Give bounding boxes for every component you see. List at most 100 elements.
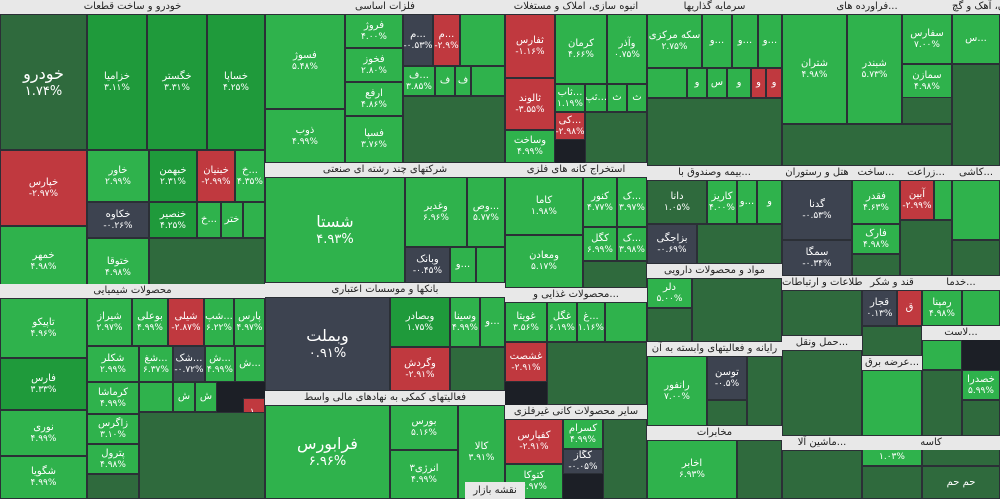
stock-tile[interactable]: شیلی -۲.۸۷% — [168, 298, 204, 346]
stock-tile[interactable]: حم حم — [922, 466, 1000, 499]
sector-title[interactable]: هتل و رستوران — [782, 166, 852, 180]
stock-tile[interactable]: وگردش -۲.۹۱% — [390, 347, 450, 391]
stock-tile[interactable] — [862, 326, 922, 356]
sector-title[interactable]: بانکها و موسسات اعتباری — [265, 283, 505, 297]
stock-tile[interactable]: ذوب ۴.۹۹% — [265, 109, 345, 163]
stock-tile[interactable]: شغ... ۶.۳۷% — [139, 346, 173, 382]
stock-tile[interactable]: فسوژ ۵.۴۸% — [265, 14, 345, 109]
stock-tile[interactable] — [782, 290, 862, 336]
stock-tile[interactable]: س — [707, 68, 727, 98]
stock-tile[interactable]: پترول ۴.۹۸% — [87, 444, 139, 474]
stock-tile[interactable]: نوری ۴.۹۹% — [0, 410, 87, 456]
stock-tile[interactable]: خپارس -۲.۹۷% — [0, 150, 87, 226]
stock-tile[interactable]: غ... ۱.۱۶% — [577, 302, 605, 342]
stock-tile[interactable]: ش... — [235, 346, 265, 382]
stock-tile[interactable]: رانفور ۷.۰۰% — [647, 356, 707, 426]
stock-tile[interactable] — [852, 254, 900, 276]
stock-tile[interactable] — [782, 124, 952, 166]
sector-title[interactable]: لاست... — [922, 326, 1000, 340]
stock-tile[interactable]: گدنا -۰.۵۳% — [782, 180, 852, 240]
stock-tile[interactable]: وسینا ۴.۹۹% — [450, 297, 480, 347]
stock-tile[interactable] — [782, 450, 862, 499]
stock-tile[interactable]: کگل ۶.۹۹% — [583, 227, 617, 261]
stock-tile[interactable]: خودرو ۱.۷۴% — [0, 14, 87, 150]
sector-title[interactable]: خدما... — [922, 276, 1000, 290]
stock-tile[interactable]: ثفارس -۱.۱۶% — [505, 14, 555, 78]
stock-tile[interactable]: ش... ۴.۹۹% — [205, 346, 235, 382]
stock-tile[interactable]: ک... ۳.۹۸% — [617, 227, 647, 261]
stock-tile[interactable]: خ... — [197, 202, 221, 238]
stock-tile[interactable] — [605, 302, 647, 342]
sector-title[interactable]: حمل ونقل... — [782, 336, 862, 350]
stock-tile[interactable]: سمگا -۰.۳۴% — [782, 240, 852, 276]
stock-tile[interactable]: خبهمن ۲.۳۱% — [149, 150, 197, 202]
stock-tile[interactable] — [934, 180, 952, 220]
sector-title[interactable]: فلزات اساسی — [265, 0, 505, 14]
stock-tile[interactable]: بورس ۵.۱۶% — [390, 405, 458, 450]
stock-tile[interactable] — [139, 412, 265, 499]
stock-tile[interactable]: بوعلی ۴.۹۹% — [132, 298, 168, 346]
stock-tile[interactable] — [707, 400, 747, 426]
stock-tile[interactable]: و... — [758, 14, 782, 68]
stock-tile[interactable]: و — [757, 180, 782, 224]
stock-tile[interactable]: رمپنا ۴.۹۸% — [922, 290, 962, 326]
stock-tile[interactable] — [403, 96, 505, 163]
stock-tile[interactable]: شستا ۴.۹۳% — [265, 177, 405, 283]
stock-tile[interactable]: غگل ۶.۱۹% — [547, 302, 577, 342]
stock-tile[interactable] — [139, 382, 173, 412]
stock-tile[interactable]: خنصیر ۴.۲۵% — [149, 202, 197, 238]
stock-tile[interactable] — [585, 112, 647, 163]
sector-title[interactable]: سایر محصولات کانی غیرفلزی — [505, 405, 647, 419]
stock-tile[interactable]: ث — [607, 84, 627, 112]
stock-tile[interactable]: کرماشا ۴.۹۹% — [87, 382, 139, 414]
stock-tile[interactable] — [737, 440, 782, 499]
stock-tile[interactable]: فرابورس ۶.۹۶% — [265, 405, 390, 499]
stock-tile[interactable]: کی... -۲.۹۸% — [555, 112, 585, 140]
stock-tile[interactable] — [952, 64, 1000, 166]
stock-tile[interactable]: ش — [195, 382, 217, 412]
stock-tile[interactable]: س... — [952, 14, 1000, 64]
stock-tile[interactable]: زاگرس ۳.۱۰% — [87, 414, 139, 444]
stock-tile[interactable]: ق — [897, 290, 922, 326]
stock-tile[interactable] — [87, 474, 139, 499]
stock-tile[interactable]: ثپ... — [585, 84, 607, 112]
stock-tile[interactable]: ثاب... ۱.۱۹% — [555, 84, 585, 112]
stock-tile[interactable] — [243, 202, 265, 238]
sector-title[interactable]: کاشی... — [952, 166, 1000, 180]
sector-title[interactable]: مخابرات — [647, 426, 782, 440]
stock-tile[interactable]: کاما ۱.۹۸% — [505, 177, 583, 235]
stock-tile[interactable] — [952, 240, 1000, 276]
stock-tile[interactable] — [962, 400, 1000, 436]
stock-tile[interactable]: ف... ۳.۸۵% — [403, 66, 435, 96]
stock-tile[interactable]: وص... ۵.۷۷% — [467, 177, 505, 247]
stock-tile[interactable]: وساخت ۴.۹۹% — [505, 130, 555, 163]
stock-tile[interactable] — [450, 347, 505, 391]
stock-tile[interactable] — [647, 68, 687, 98]
stock-tile[interactable]: ختر — [221, 202, 243, 238]
stock-tile[interactable]: انرژی۳ ۴.۹۹% — [390, 450, 458, 499]
sector-title[interactable]: قند و شکر — [862, 276, 922, 290]
stock-tile[interactable]: شبندر ۵.۷۳% — [847, 14, 902, 124]
stock-tile[interactable] — [603, 419, 647, 499]
stock-tile[interactable] — [782, 350, 862, 436]
stock-tile[interactable] — [471, 66, 505, 96]
stock-tile[interactable]: ف — [435, 66, 455, 96]
stock-tile[interactable]: کاریز ۴.۰۰% — [707, 180, 737, 224]
sector-title[interactable]: سرمایه گذاریها — [647, 0, 782, 14]
stock-tile[interactable]: م... -۰.۵۳% — [403, 14, 433, 66]
stock-tile[interactable]: شیراز ۲.۹۷% — [87, 298, 132, 346]
stock-tile[interactable] — [747, 356, 782, 426]
stock-tile[interactable]: تاپیکو ۴.۹۶% — [0, 298, 87, 358]
stock-tile[interactable]: کرمان ۴.۶۶% — [555, 14, 607, 84]
stock-tile[interactable]: و... — [702, 14, 732, 68]
stock-tile[interactable]: سکه مرکزی ۲.۷۵% — [647, 14, 702, 68]
stock-tile[interactable]: شکلر ۲.۹۹% — [87, 346, 139, 382]
stock-tile[interactable]: کگاز -۰.۰۵% — [563, 449, 603, 474]
stock-tile[interactable]: و — [766, 68, 782, 98]
stock-tile[interactable]: خگستر ۳.۳۱% — [147, 14, 207, 150]
stock-tile[interactable]: خکاوه -۰.۲۶% — [87, 202, 149, 238]
sector-title[interactable]: سیمان، آهک و گچ — [952, 0, 1000, 14]
stock-tile[interactable]: اخابر ۶.۹۳% — [647, 440, 737, 499]
stock-tile[interactable]: و... — [732, 14, 758, 68]
stock-tile[interactable]: م... -۲.۹% — [433, 14, 460, 66]
